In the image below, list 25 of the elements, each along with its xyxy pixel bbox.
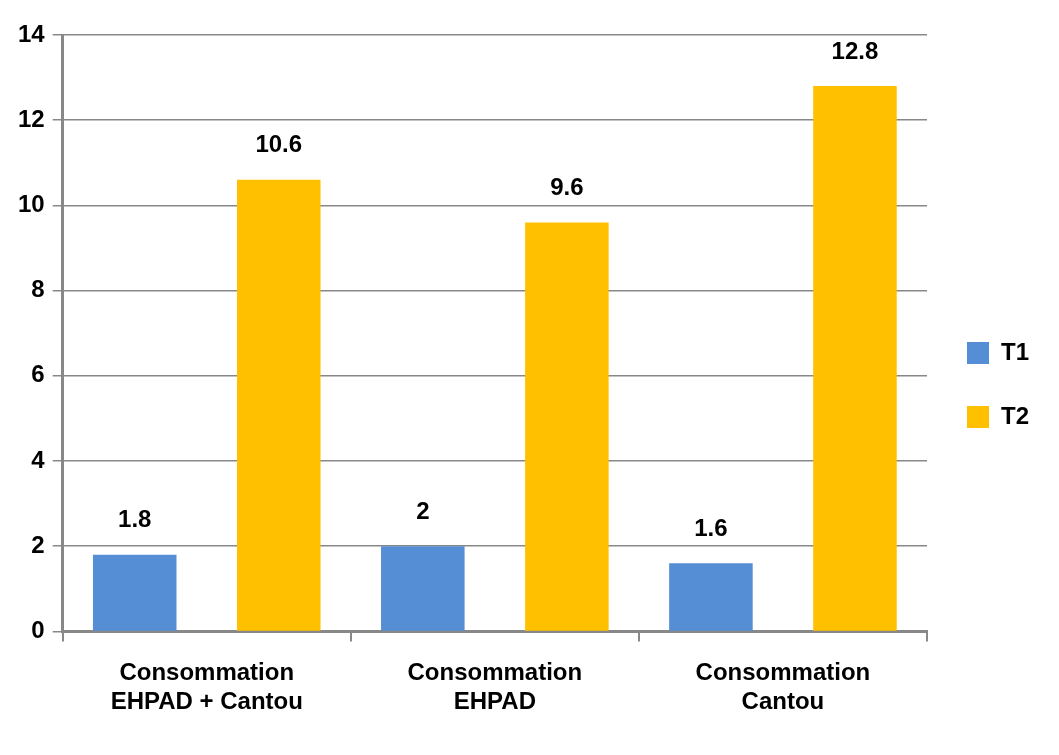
data-label: 12.8 <box>831 36 879 64</box>
y-tick-label: 6 <box>31 360 45 388</box>
y-tick-label: 0 <box>31 616 45 644</box>
y-tick-label: 14 <box>17 19 46 47</box>
y-tick-label: 2 <box>31 530 45 558</box>
bar <box>237 179 321 631</box>
y-tick-label: 4 <box>31 445 46 473</box>
data-label: 2 <box>416 496 430 524</box>
y-tick-label: 12 <box>17 104 45 132</box>
data-label: 1.6 <box>694 513 728 541</box>
legend-label: T2 <box>1000 401 1030 429</box>
legend-label: T1 <box>1000 337 1030 365</box>
bar <box>813 86 897 631</box>
data-label: 9.6 <box>550 173 584 201</box>
bar <box>669 563 753 631</box>
data-label: 10.6 <box>255 130 303 158</box>
data-label: 1.8 <box>118 505 152 533</box>
x-tick-label: Consommation EHPAD + Cantou <box>110 658 303 715</box>
y-tick-label: 10 <box>17 190 45 218</box>
bar <box>381 546 465 631</box>
x-tick-label: Consommation Cantou <box>695 658 871 715</box>
x-tick-label: Consommation EHPAD <box>407 658 583 715</box>
bar <box>92 554 177 631</box>
bar <box>525 222 609 631</box>
y-tick-label: 8 <box>31 275 45 303</box>
